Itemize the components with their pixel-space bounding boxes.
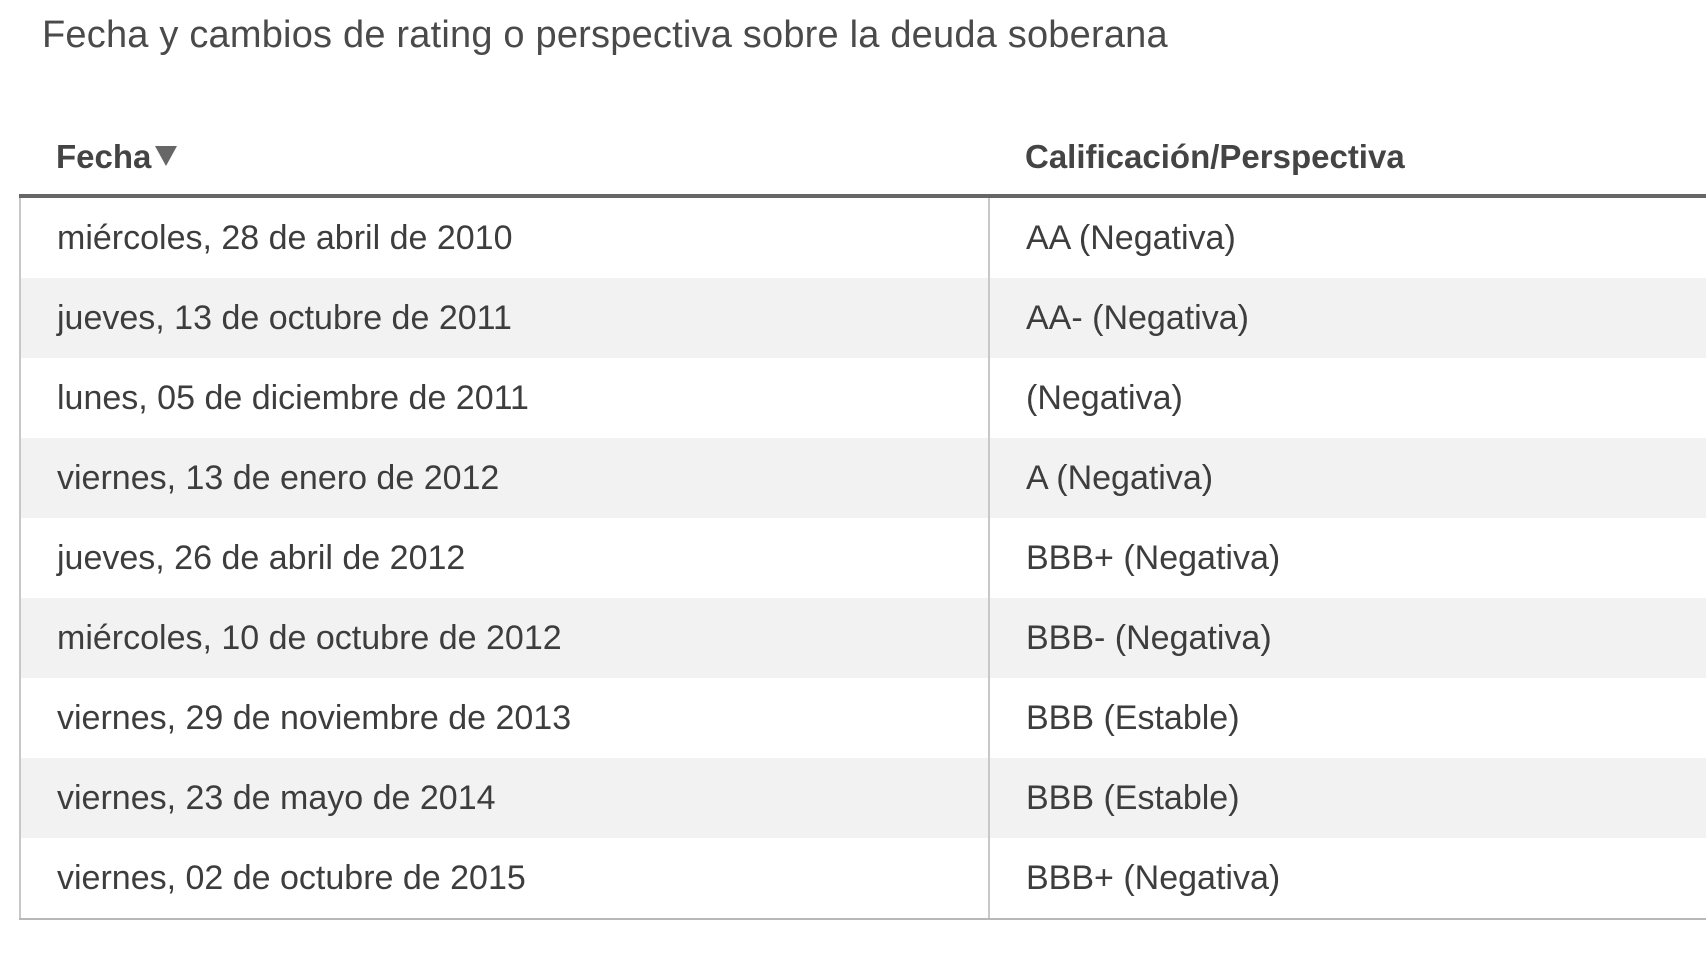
- date-cell: viernes, 02 de octubre de 2015: [19, 838, 990, 920]
- table-row: viernes, 13 de enero de 2012 A (Negativa…: [19, 438, 1706, 518]
- date-cell: miércoles, 10 de octubre de 2012: [19, 598, 990, 678]
- table-row: viernes, 29 de noviembre de 2013 BBB (Es…: [19, 678, 1706, 758]
- page-title: Fecha y cambios de rating o perspectiva …: [42, 14, 1168, 56]
- table-row: miércoles, 10 de octubre de 2012 BBB- (N…: [19, 598, 1706, 678]
- date-cell: lunes, 05 de diciembre de 2011: [19, 358, 990, 438]
- rating-cell: (Negativa): [1026, 378, 1183, 417]
- date-cell: viernes, 29 de noviembre de 2013: [19, 678, 990, 758]
- column-header-date[interactable]: Fecha: [20, 120, 989, 198]
- date-cell: viernes, 23 de mayo de 2014: [19, 758, 990, 838]
- rating-cell: AA- (Negativa): [989, 278, 1706, 358]
- table-row: jueves, 26 de abril de 2012 BBB+ (Negati…: [19, 518, 1706, 598]
- table-row: viernes, 02 de octubre de 2015 BBB+ (Neg…: [19, 838, 1706, 920]
- rating-cell: BBB+ (Negativa): [1026, 538, 1281, 577]
- column-header-rating[interactable]: Calificación/Perspectiva: [989, 120, 1706, 198]
- ratings-table: Fecha Calificación/Perspectiva miércoles…: [19, 120, 1706, 920]
- header-row: Fecha Calificación/Perspectiva: [20, 120, 1706, 198]
- rating-cell: BBB+ (Negativa): [989, 838, 1706, 920]
- table-row: miércoles, 28 de abril de 2010 AA (Negat…: [19, 196, 1706, 278]
- table-header: Fecha Calificación/Perspectiva: [20, 120, 1706, 198]
- rating-cell: BBB (Estable): [1026, 698, 1240, 737]
- table-row: lunes, 05 de diciembre de 2011 (Negativa…: [19, 358, 1706, 438]
- table-row: jueves, 13 de octubre de 2011 AA- (Negat…: [19, 278, 1706, 358]
- rating-cell: AA (Negativa): [1026, 218, 1236, 257]
- table-row: viernes, 23 de mayo de 2014 BBB (Estable…: [19, 758, 1706, 838]
- date-cell: jueves, 26 de abril de 2012: [19, 518, 990, 598]
- rating-cell: BBB (Estable): [989, 758, 1706, 838]
- date-cell: miércoles, 28 de abril de 2010: [19, 196, 990, 278]
- table-body: miércoles, 28 de abril de 2010 AA (Negat…: [19, 196, 1706, 920]
- column-header-rating-label: Calificación/Perspectiva: [1025, 138, 1405, 175]
- rating-cell: A (Negativa): [989, 438, 1706, 518]
- sort-descending-icon[interactable]: [155, 146, 178, 166]
- date-cell: jueves, 13 de octubre de 2011: [19, 278, 990, 358]
- rating-cell: BBB- (Negativa): [989, 598, 1706, 678]
- column-header-date-label: Fecha: [56, 138, 152, 175]
- date-cell: viernes, 13 de enero de 2012: [19, 438, 990, 518]
